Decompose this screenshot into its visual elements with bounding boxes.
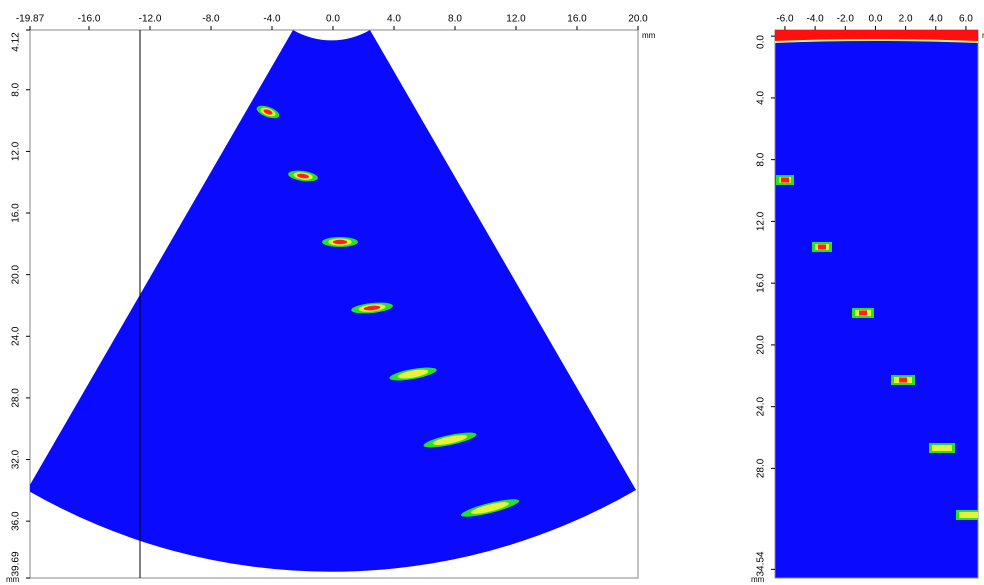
y-unit: mm	[6, 575, 20, 584]
x-tick-label: -2.0	[837, 14, 855, 25]
reflector-core	[818, 245, 826, 250]
reflector	[322, 237, 358, 247]
y-tick-label: 28.0	[11, 388, 22, 408]
y-tick-label: 20.0	[756, 335, 767, 355]
y-unit: mm	[751, 575, 765, 584]
x-tick-label: -4.0	[263, 14, 281, 25]
y-tick-label: 16.0	[756, 273, 767, 293]
x-tick-label: -19.87	[16, 14, 45, 25]
y-tick-label: 16.0	[11, 203, 22, 223]
x-tick-label: -6.0	[776, 14, 794, 25]
reflector-mid	[959, 512, 981, 518]
x-tick-label: 16.0	[567, 14, 587, 25]
right-scan	[775, 30, 978, 42]
y-tick-label: 8.0	[756, 152, 767, 166]
page: -19.87 -16.0 -12.0 -8.0 -4.0 0.0 4.0 8.0 12.0 16.…	[0, 0, 984, 585]
y-tick-label: 12.0	[756, 211, 767, 231]
screen: -19.87 -16.0 -12.0 -8.0 -4.0 0.0 4.0 8.0 12.0 16.…	[0, 0, 984, 585]
y-tick-label: 12.0	[11, 141, 22, 161]
y-tick-label: 24.0	[756, 396, 767, 416]
reflector-core	[859, 311, 867, 316]
x-tick-label: 20.0	[628, 14, 648, 25]
reflector-core	[333, 240, 347, 244]
y-tick-label: 20.0	[11, 264, 22, 284]
reflector-core	[899, 378, 907, 383]
y-tick-label: 28.0	[756, 458, 767, 478]
right-plot-frame	[775, 30, 978, 578]
x-tick-label: -4.0	[807, 14, 825, 25]
y-tick-label: 8.0	[11, 82, 22, 96]
x-tick-label: 4.0	[929, 14, 943, 25]
x-unit: mm	[642, 31, 656, 40]
x-tick-label: 4.0	[387, 14, 401, 25]
y-tick-label: 4.0	[756, 91, 767, 105]
x-tick-label: 0.0	[326, 14, 340, 25]
reflector-mid	[932, 445, 952, 451]
y-tick-label: 36.0	[11, 511, 22, 531]
y-tick-label: 4.12	[11, 32, 22, 52]
x-tick-label: 0.0	[868, 14, 882, 25]
x-tick-label: 8.0	[448, 14, 462, 25]
y-tick-label: 32.0	[11, 449, 22, 469]
x-tick-label: 12.0	[506, 14, 526, 25]
y-tick-label: 39.69	[11, 551, 22, 576]
x-tick-label: -16.0	[78, 14, 101, 25]
y-tick-label: 34.54	[756, 551, 767, 576]
y-tick-label: 24.0	[11, 326, 22, 346]
x-tick-label: -8.0	[202, 14, 220, 25]
reflector-core	[781, 178, 789, 183]
x-tick-label: -12.0	[139, 14, 162, 25]
y-tick-label: 0.0	[756, 35, 767, 49]
x-tick-label: 2.0	[899, 14, 913, 25]
x-tick-label: 6.0	[959, 14, 973, 25]
